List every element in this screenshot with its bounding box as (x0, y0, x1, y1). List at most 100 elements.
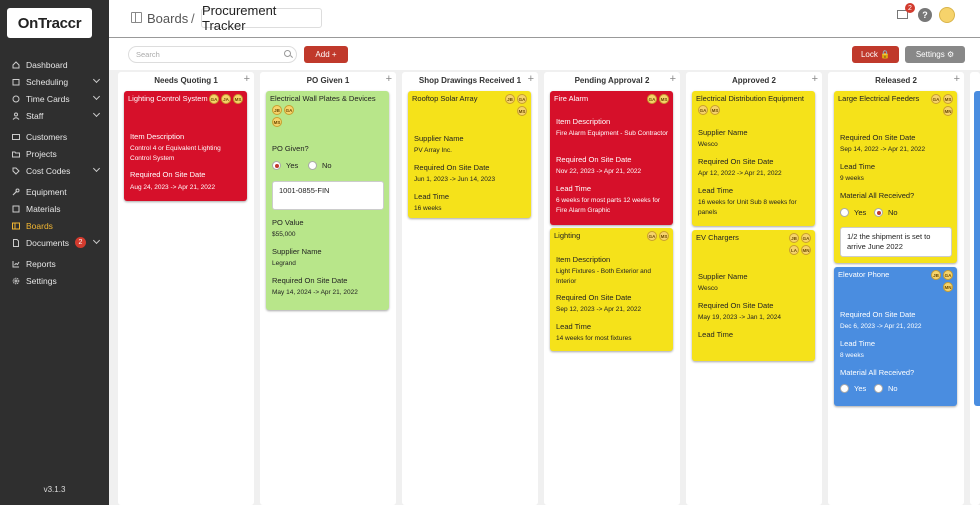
sidebar-item-label: Documents (26, 237, 69, 248)
column-released: Released 2 + Large Electrical Feeders GA… (828, 72, 964, 505)
radio-label: Yes (854, 208, 867, 217)
card-electrical-distribution-equipment[interactable]: Electrical Distribution Equipment GA MS … (692, 91, 815, 226)
add-card-icon[interactable]: + (385, 73, 392, 85)
user-avatar[interactable] (939, 7, 955, 23)
assignee-avatar: JB (931, 270, 941, 280)
sidebar-item-projects[interactable]: Projects (0, 145, 109, 162)
card-ev-chargers[interactable]: EV Chargers JB GA LA MN Supplier Name We… (692, 230, 815, 361)
search-icon[interactable] (284, 50, 291, 57)
sidebar-item-staff[interactable]: Staff (0, 107, 109, 124)
sidebar-item-settings[interactable]: Settings (0, 272, 109, 289)
assignee-avatar: GA (801, 233, 811, 243)
column-approved: Approved 2 + Electrical Distribution Equ… (686, 72, 822, 505)
sidebar-item-materials[interactable]: Materials (0, 200, 109, 217)
settings-button[interactable]: Settings ⚙ (905, 46, 965, 63)
sidebar-item-time-cards[interactable]: Time Cards (0, 90, 109, 107)
assignee-chips: GA MS (629, 94, 669, 104)
assignee-avatar: GA (284, 105, 294, 115)
column-pending-approval: Pending Approval 2 + Fire Alarm GA MS It… (544, 72, 680, 505)
assignee-chips: JB GA MS (497, 94, 527, 116)
material-received-yes-radio[interactable]: Yes (840, 384, 866, 393)
column-needs-quoting: Needs Quoting 1 + Lighting Control Syste… (118, 72, 254, 505)
add-card-icon[interactable]: + (243, 73, 250, 85)
field-value: Wesco (698, 141, 718, 148)
document-icon (12, 238, 20, 247)
wrench-icon (12, 188, 20, 196)
assignee-avatar: MS (659, 231, 669, 241)
card-partial[interactable] (974, 91, 980, 406)
search-input[interactable]: Search (128, 46, 297, 63)
assignee-avatar: MN (801, 245, 811, 255)
material-received-yes-radio[interactable]: Yes (840, 208, 866, 217)
add-card-icon[interactable]: + (953, 73, 960, 85)
card-electrical-wall-plates[interactable]: Electrical Wall Plates & Devices JB GA M… (266, 91, 389, 310)
card-lighting[interactable]: Lighting GA MS Item Description Light Fi… (550, 228, 673, 351)
help-icon[interactable]: ? (918, 8, 932, 22)
card-title: Lighting Control System (128, 94, 208, 103)
documents-badge: 2 (75, 237, 86, 248)
assignee-avatar: GA (943, 270, 953, 280)
field-label: Required On Site Date (272, 276, 348, 285)
add-card-icon[interactable]: + (669, 73, 676, 85)
kanban-board: Needs Quoting 1 + Lighting Control Syste… (109, 70, 980, 505)
card-title: Electrical Wall Plates & Devices (270, 94, 376, 103)
card-rooftop-solar-array[interactable]: Rooftop Solar Array JB GA MS Supplier Na… (408, 91, 531, 218)
sidebar-item-reports[interactable]: Reports (0, 255, 109, 272)
home-icon (12, 60, 20, 69)
sidebar-item-label: Materials (26, 203, 61, 214)
clock-icon (12, 95, 20, 103)
card-elevator-phone[interactable]: Elevator Phone JB GA MN Required On Site… (834, 267, 957, 406)
material-received-no-radio[interactable]: No (874, 208, 898, 217)
assignee-avatar: MS (710, 105, 720, 115)
field-label: Lead Time (556, 184, 592, 193)
po-given-yes-radio[interactable]: Yes (272, 161, 298, 170)
sidebar-item-cost-codes[interactable]: Cost Codes (0, 162, 109, 179)
field-label: Lead Time (840, 162, 876, 171)
add-card-icon[interactable]: + (811, 73, 818, 85)
chevron-down-icon (92, 75, 101, 84)
lock-button[interactable]: Lock 🔒 (852, 46, 899, 63)
note-field[interactable]: 1/2 the shipment is set to arrive June 2… (840, 227, 952, 257)
sidebar-item-documents[interactable]: Documents 2 (0, 234, 109, 251)
folder-icon (12, 150, 20, 158)
po-given-no-radio[interactable]: No (308, 161, 332, 170)
material-received-no-radio[interactable]: No (874, 384, 898, 393)
card-fire-alarm[interactable]: Fire Alarm GA MS Item Description Fire A… (550, 91, 673, 225)
add-card-icon[interactable]: + (527, 73, 534, 85)
field-value: 9 weeks (840, 175, 864, 182)
sidebar-item-dashboard[interactable]: Dashboard (0, 56, 109, 73)
po-number-field[interactable]: 1001-0855-FIN (272, 181, 384, 210)
field-value: Sep 12, 2023 -> Apr 21, 2022 (556, 306, 642, 313)
logo-text: OnTraccr (17, 14, 82, 32)
card-title: Large Electrical Feeders (838, 94, 920, 103)
assignee-avatar: JA (221, 94, 231, 104)
breadcrumb-boards[interactable]: Boards (147, 11, 189, 26)
sidebar-item-scheduling[interactable]: Scheduling (0, 73, 109, 90)
field-label: Required On Site Date (840, 133, 916, 142)
mail-icon[interactable] (897, 10, 908, 19)
ontraccr-logo[interactable]: OnTraccr (7, 8, 92, 38)
field-value: Fire Alarm Equipment - Sub Contractor (556, 130, 668, 137)
sidebar-item-boards[interactable]: Boards (0, 217, 109, 234)
radio-label: No (888, 208, 898, 217)
sidebar-item-label: Time Cards (26, 93, 70, 104)
radio-label: No (888, 384, 898, 393)
chevron-down-icon (92, 236, 101, 245)
field-value: Nov 22, 2023 -> Apr 21, 2022 (556, 168, 642, 175)
assignee-avatar: JB (789, 233, 799, 243)
card-large-electrical-feeders[interactable]: Large Electrical Feeders GA MS MN Requir… (834, 91, 957, 263)
card-lighting-control-system[interactable]: Lighting Control System GA JA MS Item De… (124, 91, 247, 201)
assignee-avatar: MN (943, 282, 953, 292)
sidebar-item-equipment[interactable]: Equipment (0, 183, 109, 200)
column-title: PO Given 1 (306, 76, 350, 85)
add-button[interactable]: Add + (304, 46, 348, 63)
field-label: PO Value (272, 218, 304, 227)
tag-icon (12, 167, 20, 175)
chart-icon (12, 260, 20, 268)
field-value: 8 weeks (840, 352, 864, 359)
sidebar-item-customers[interactable]: Customers (0, 128, 109, 145)
assignee-avatar: JB (272, 105, 282, 115)
box-icon (12, 205, 20, 213)
board-title[interactable]: Procurement Tracker (201, 3, 322, 33)
field-value: Wesco (698, 285, 718, 292)
